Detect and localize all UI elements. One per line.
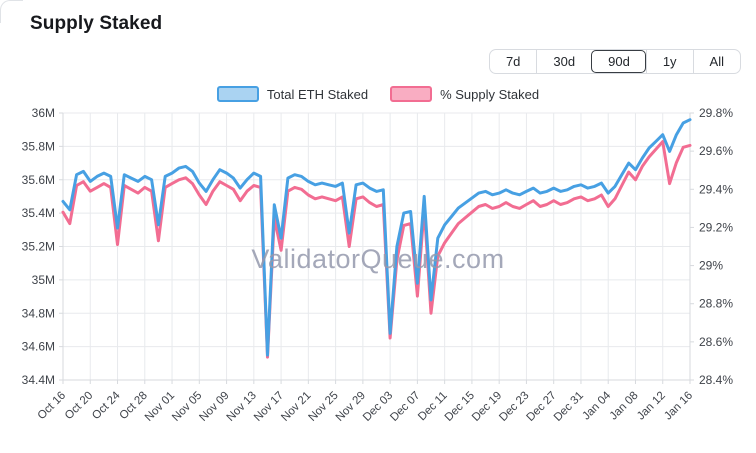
x-axis-tick-label: Nov 25 — [306, 390, 340, 424]
legend-swatch-blue-icon — [216, 86, 259, 102]
range-button-90d[interactable]: 90d — [591, 50, 646, 73]
time-range-selector: 7d 30d 90d 1y All — [488, 49, 741, 74]
x-axis-tick-label: Nov 05 — [170, 390, 204, 424]
left-axis-tick-label: 35.8M — [22, 139, 55, 153]
x-axis-tick-label: Jan 16 — [662, 390, 695, 423]
x-axis-tick-label: Nov 21 — [279, 390, 313, 424]
card-corner-border — [0, 0, 23, 23]
right-axis-tick-label: 29.2% — [699, 220, 733, 234]
left-axis-tick-label: 34.6M — [22, 340, 55, 354]
x-axis-tick-label: Nov 09 — [197, 390, 231, 424]
axis-lines — [59, 112, 694, 384]
x-axis-tick-label: Dec 15 — [443, 390, 477, 424]
x-axis-tick-label: Jan 12 — [635, 390, 668, 423]
legend-label: % Supply Staked — [440, 86, 540, 102]
range-button-all[interactable]: All — [692, 50, 740, 73]
x-axis-tick-label: Dec 03 — [361, 390, 395, 424]
right-axis-tick-label: 29.4% — [699, 182, 733, 196]
right-axis-tick-label: 29% — [699, 259, 723, 273]
right-axis-tick-label: 28.8% — [699, 297, 733, 311]
range-button-1y[interactable]: 1y — [645, 50, 693, 73]
right-axis-tick-label: 28.4% — [699, 373, 733, 387]
x-axis-tick-label: Nov 29 — [334, 390, 368, 424]
range-button-30d[interactable]: 30d — [536, 50, 591, 73]
legend-label: Total ETH Staked — [266, 86, 369, 102]
left-axis-tick-label: 35.2M — [22, 240, 55, 254]
x-axis-tick-label: Oct 20 — [63, 390, 95, 422]
x-axis-tick-label: Dec 07 — [388, 390, 422, 424]
x-axis-tick-label: Dec 23 — [497, 390, 531, 424]
chart-area[interactable]: 36M 35.8M 35.6M 35.4M 35.2M 35M 34.8M 34.6M 34.4… — [0, 100, 756, 448]
right-axis-tick-label: 29.8% — [699, 106, 733, 120]
right-axis-tick-label: 29.6% — [699, 144, 733, 158]
x-axis-tick-label: Oct 24 — [90, 389, 123, 422]
legend-item-total-eth-staked[interactable]: Total ETH Staked — [216, 86, 369, 102]
series-percent-supply-staked-line — [61, 140, 692, 359]
left-axis-tick-label: 35.6M — [22, 173, 55, 187]
left-axis-tick-label: 35.4M — [22, 206, 55, 220]
left-axis-tick-label: 34.4M — [22, 373, 55, 387]
x-axis-tick-label: Nov 13 — [225, 390, 259, 424]
right-axis-tick-label: 28.6% — [699, 335, 733, 349]
x-axis-tick-label: Nov 01 — [143, 390, 177, 424]
x-axis-tick-label: Nov 17 — [252, 390, 286, 424]
range-button-7d[interactable]: 7d — [490, 50, 536, 73]
chart-legend: Total ETH Staked % Supply Staked — [0, 86, 756, 102]
x-axis-tick-label: Dec 19 — [470, 390, 504, 424]
legend-swatch-pink-icon — [390, 86, 433, 102]
x-axis-tick-label: Dec 27 — [525, 390, 559, 424]
x-axis-tick-label: Jan 08 — [608, 390, 641, 423]
chart-plot-area[interactable] — [63, 113, 690, 380]
x-axis-tick-label: Dec 31 — [552, 390, 586, 424]
left-axis-tick-label: 35M — [32, 273, 55, 287]
left-axis-tick-label: 36M — [32, 106, 55, 120]
left-axis-tick-label: 34.8M — [22, 306, 55, 320]
legend-item-percent-supply-staked[interactable]: % Supply Staked — [390, 86, 539, 102]
supply-staked-chart[interactable]: 36M 35.8M 35.6M 35.4M 35.2M 35M 34.8M 34.6M 34.4… — [0, 100, 756, 448]
series-total-eth-staked-line — [61, 118, 692, 357]
x-axis-tick-label: Oct 16 — [36, 390, 68, 422]
x-axis-tick-label: Jan 04 — [580, 389, 613, 422]
page-title: Supply Staked — [30, 13, 163, 34]
